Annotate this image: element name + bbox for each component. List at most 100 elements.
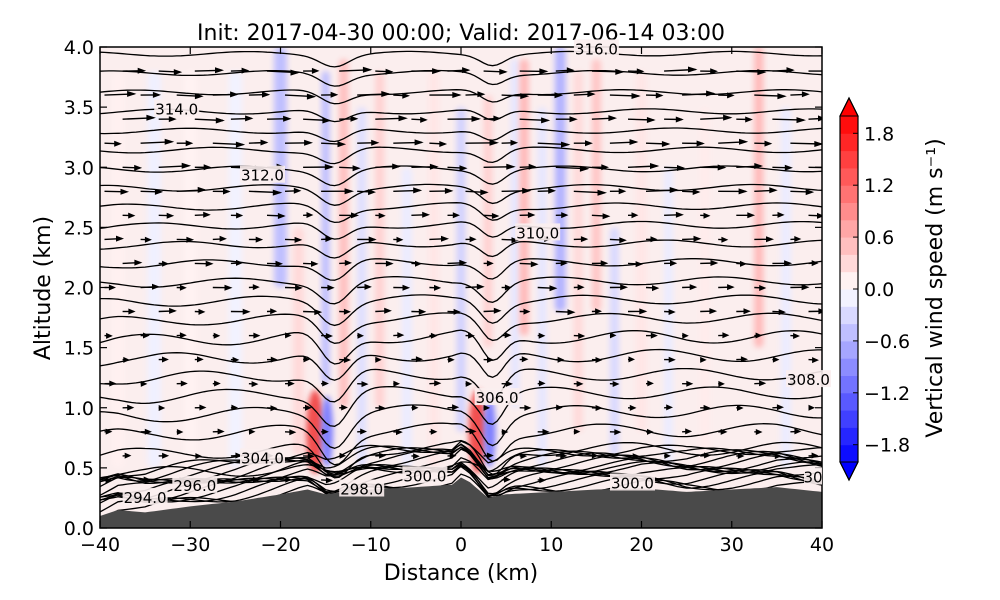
wind-vector-159: [465, 283, 485, 290]
wind-vector-52: [230, 404, 238, 411]
wind-vector-297: [411, 116, 428, 123]
wind-vector-242: [573, 189, 607, 196]
downdraft-core-1: [483, 395, 496, 468]
wind-vector-334: [303, 67, 320, 74]
wind-vector-133: [266, 308, 278, 315]
wind-vector-196: [357, 236, 377, 243]
wind-vector-276: [357, 139, 380, 146]
wind-vector-83: [609, 381, 620, 387]
wind-vector-171: [194, 260, 214, 267]
wind-vector-110: [140, 332, 150, 339]
wind-vector-84: [645, 380, 654, 387]
wind-vector-93: [267, 356, 278, 363]
wind-vector-115: [321, 333, 333, 339]
wind-vector-235: [321, 188, 354, 195]
wind-band-20: [609, 227, 619, 456]
y-tick-label-0: 0.0: [64, 518, 94, 540]
contour-label-4: 300.0: [610, 473, 655, 493]
wind-vector-207: [754, 236, 774, 243]
wind-vector-331: [194, 67, 224, 74]
wind-vector-99: [483, 356, 494, 363]
contour-label-12: 316.0: [573, 39, 619, 58]
wind-vector-278: [429, 141, 448, 147]
colorbar-tick-label-3: 0.0: [864, 279, 894, 301]
wind-vector-51: [194, 404, 207, 411]
wind-vector-117: [393, 332, 405, 339]
wind-vector-76: [357, 381, 369, 388]
wind-vector-138: [447, 308, 461, 315]
updraft-core-1: [468, 389, 487, 474]
wind-vector-343: [627, 68, 645, 75]
isentrope-19: [100, 348, 822, 381]
colorbar-level-11: [840, 254, 858, 273]
wind-vector-329: [122, 67, 147, 74]
wind-vector-345: [700, 68, 718, 75]
wind-band-11: [428, 71, 440, 468]
wind-vector-122: [573, 333, 586, 339]
wind-vector-157: [393, 284, 411, 291]
wind-vector-317: [393, 92, 410, 99]
isentrope-17: [100, 385, 822, 427]
x-axis: −40 −30 −20 −10 0 10 20 30 40: [80, 47, 834, 556]
wind-vector-303: [627, 117, 656, 123]
wind-vector-48: [790, 428, 802, 435]
wind-vector-189: [104, 235, 124, 242]
wind-vector-184: [664, 260, 678, 267]
isentrope-28: [100, 183, 822, 206]
wind-vector-8: [537, 477, 546, 484]
wind-vector-135: [339, 308, 351, 315]
contour-label-8: 30: [803, 467, 823, 487]
svg-text:308.0: 308.0: [787, 371, 830, 389]
wind-vector-265: [700, 164, 727, 171]
wind-vector-69: [104, 380, 117, 387]
isentrope-5: [100, 464, 822, 501]
potential-temperature-contours: [100, 50, 822, 519]
wind-vector-307: [772, 117, 806, 124]
contour-label-3: 300.0: [402, 466, 448, 485]
wind-vector-59: [483, 404, 491, 411]
wind-vector-192: [212, 235, 227, 242]
wind-vector-263: [627, 163, 660, 169]
wind-vector-38: [429, 428, 438, 435]
contour-label-7: 308.0: [786, 370, 831, 389]
wind-vector-295: [339, 115, 359, 122]
wind-vector-15: [339, 452, 347, 459]
wind-vector-226: [736, 212, 756, 219]
wind-vector-282: [573, 140, 593, 147]
wind-vector-271: [176, 140, 194, 147]
wind-vector-82: [573, 380, 584, 387]
svg-text:310.0: 310.0: [516, 224, 559, 242]
wind-vector-70: [140, 380, 148, 387]
wind-vector-100: [519, 356, 529, 363]
wind-vector-137: [411, 308, 427, 315]
wind-vector-324: [645, 92, 664, 99]
wind-vector-66: [736, 405, 744, 411]
wind-vector-129: [122, 308, 136, 315]
wind-vector-229: [104, 188, 129, 195]
wind-vector-340: [519, 68, 549, 75]
wind-vector-244: [645, 187, 680, 193]
wind-vector-280: [501, 139, 519, 146]
wind-vector-330: [158, 69, 183, 76]
wind-vector-219: [483, 213, 500, 219]
wind-vector-4: [248, 476, 260, 483]
isentrope-20: [100, 329, 822, 365]
wind-vector-62: [591, 405, 603, 411]
wind-vector-177: [411, 260, 422, 267]
wind-vector-14: [303, 453, 315, 460]
wind-vector-180: [519, 261, 539, 268]
wind-vector-77: [393, 380, 400, 387]
wind-vector-166: [718, 284, 735, 291]
wind-vector-187: [772, 260, 793, 267]
x-tick-label-3: −10: [351, 534, 391, 556]
wind-vector-130: [158, 307, 177, 314]
wind-vector-300: [519, 117, 551, 124]
wind-vector-202: [573, 236, 589, 243]
wind-vector-96: [375, 356, 382, 363]
isentrope-13: [100, 460, 822, 481]
wind-vector-243: [609, 188, 627, 195]
wind-vector-47: [754, 429, 763, 435]
wind-vector-260: [519, 163, 537, 170]
wind-vector-346: [736, 69, 767, 76]
wind-vector-179: [483, 260, 494, 267]
